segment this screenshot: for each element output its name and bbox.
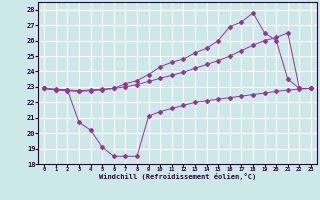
X-axis label: Windchill (Refroidissement éolien,°C): Windchill (Refroidissement éolien,°C) xyxy=(99,173,256,180)
